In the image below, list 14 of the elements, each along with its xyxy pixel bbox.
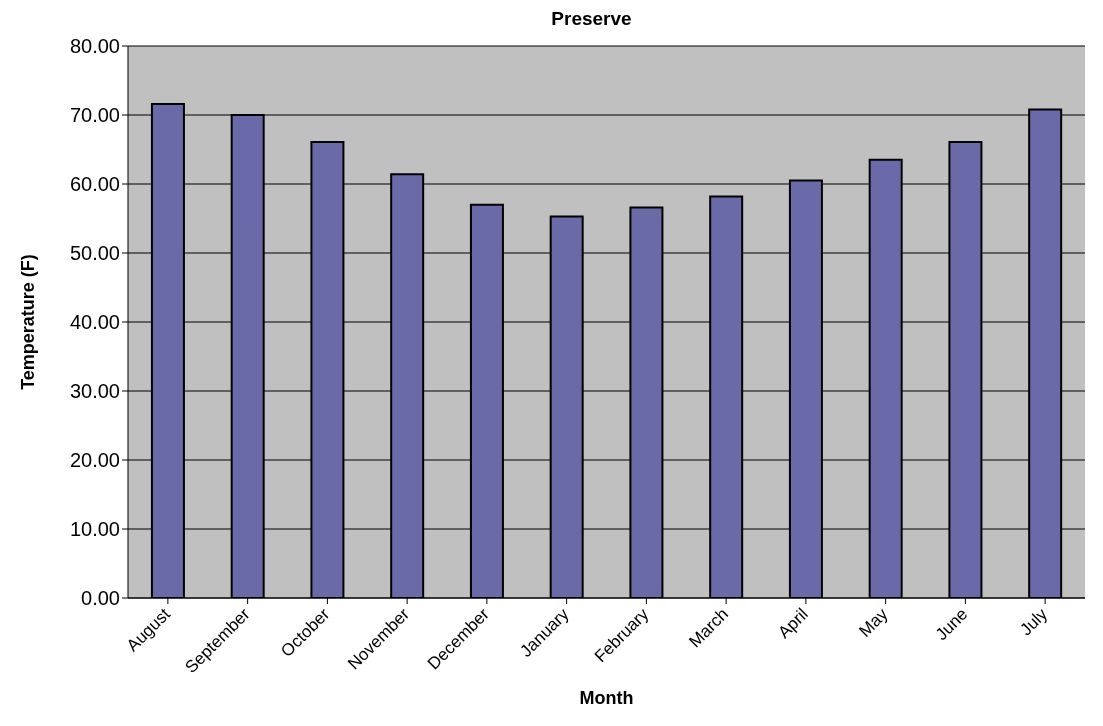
y-tick-label: 40.00: [69, 311, 120, 334]
y-tick-label: 0.00: [81, 587, 120, 610]
y-tick-label: 20.00: [69, 449, 120, 472]
y-tick-label: 50.00: [69, 242, 120, 265]
x-tick-label: May: [855, 604, 892, 641]
x-tick-label: July: [1016, 604, 1052, 640]
y-tick-label: 30.00: [69, 380, 120, 403]
chart-title: Preserve: [550, 8, 633, 31]
y-tick-label: 70.00: [69, 104, 120, 127]
y-tick-label: 10.00: [69, 518, 120, 541]
x-axis-title: Month: [579, 688, 634, 708]
y-tick-label: 60.00: [69, 173, 120, 196]
y-axis-title: Temperature (F): [18, 254, 39, 390]
y-tick-label: 80.00: [69, 35, 120, 58]
